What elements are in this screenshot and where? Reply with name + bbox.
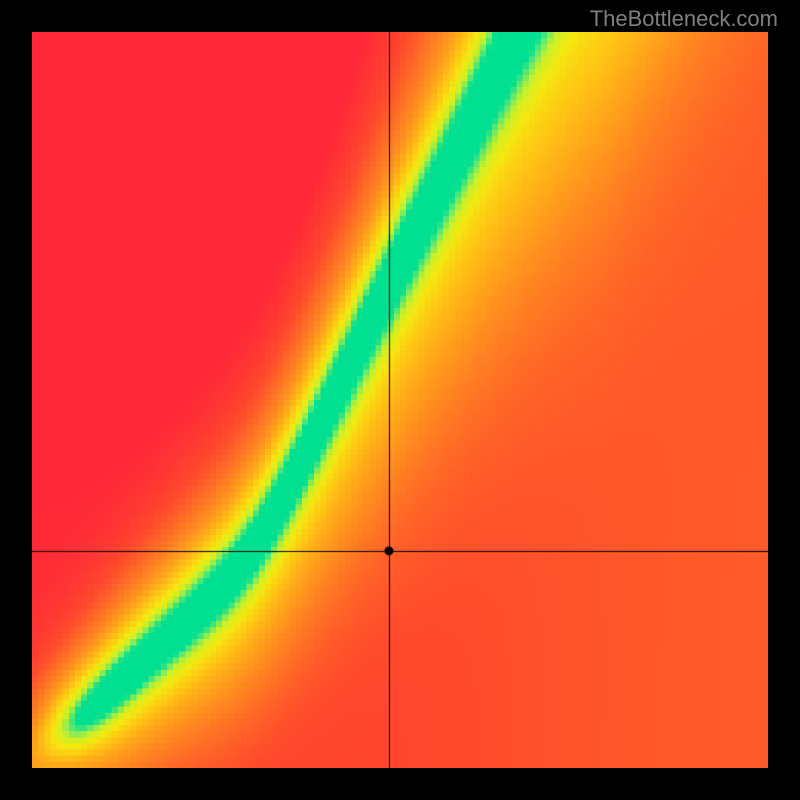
watermark-text: TheBottleneck.com xyxy=(590,6,778,32)
bottleneck-heatmap xyxy=(32,32,768,768)
chart-container: { "image": { "width": 800, "height": 800… xyxy=(0,0,800,800)
